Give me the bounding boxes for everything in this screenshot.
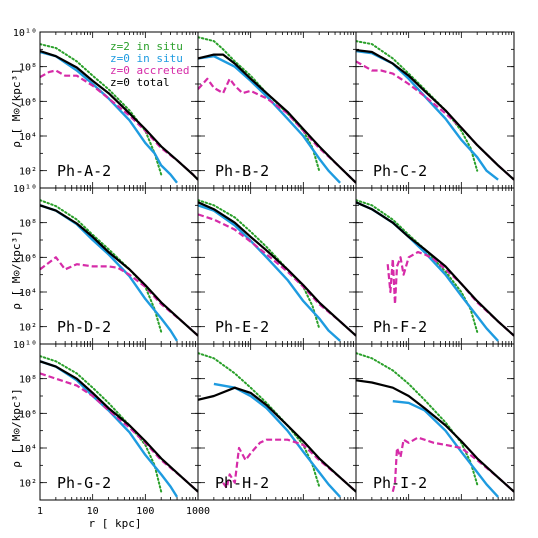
- legend-entry-z-0-in-situ: z=0 in situ: [110, 52, 183, 65]
- panel-title: Ph-H-2: [215, 474, 269, 492]
- series-group: [40, 199, 198, 342]
- y-tick-label: 10⁸: [19, 375, 37, 386]
- y-tick-label: 10²: [19, 323, 37, 334]
- x-tick-label: 10: [87, 506, 99, 517]
- series-z-2-in-situ: [198, 199, 321, 330]
- x-tick-label: 1000: [186, 506, 210, 517]
- series-group: [198, 36, 356, 184]
- series-z-0-in-situ: [392, 400, 499, 498]
- y-tick-label: 10⁴: [19, 444, 37, 455]
- x-axis-label: r [ kpc]: [89, 517, 142, 530]
- panel-title: Ph-I-2: [373, 474, 427, 492]
- panel-title: Ph-D-2: [57, 318, 111, 336]
- series-z-0-total: [40, 204, 198, 337]
- panel-6: Ph-F-2: [355, 187, 515, 345]
- y-tick-label: 10⁶: [19, 97, 37, 108]
- series-z-0-total: [356, 49, 514, 181]
- y-tick-label: 10¹⁰: [13, 340, 37, 351]
- y-tick-label: 10⁶: [19, 409, 37, 420]
- series-z-0-total: [198, 386, 356, 493]
- y-tick-label: 10²: [19, 167, 37, 178]
- series-group: [356, 352, 514, 498]
- series-z-2-in-situ: [198, 352, 321, 488]
- y-tick-label: 10⁸: [19, 63, 37, 74]
- series-z-0-total: [198, 201, 356, 337]
- series-z-0-total: [40, 360, 198, 493]
- panel-title: Ph-G-2: [57, 474, 111, 492]
- panel-8: Ph-H-2: [197, 343, 357, 501]
- series-z-2-in-situ: [356, 352, 479, 486]
- series-z-2-in-situ: [40, 199, 163, 333]
- series-z-2-in-situ: [40, 43, 163, 176]
- panel-title: Ph-A-2: [57, 162, 111, 180]
- y-axis-label-middle: ρ [ M⊙/kpc³]: [10, 230, 23, 309]
- y-tick-label: 10⁴: [19, 288, 37, 299]
- x-tick-label: 100: [136, 506, 154, 517]
- series-z-0-total: [356, 201, 514, 337]
- series-group: [40, 355, 198, 498]
- legend-entry-z-2-in-situ: z=2 in situ: [110, 40, 183, 53]
- series-group: [198, 352, 356, 498]
- x-tick-label: 1: [37, 506, 43, 517]
- panel-title: Ph-E-2: [215, 318, 269, 336]
- series-z-2-in-situ: [198, 36, 321, 172]
- y-tick-label: 10²: [19, 479, 37, 490]
- legend-entry-z-0-accreted: z=0 accreted: [110, 64, 189, 77]
- series-z-0-accreted: [198, 77, 356, 184]
- series-z-0-in-situ: [198, 55, 341, 184]
- panel-4: Ph-D-2 10² 10⁴ 10⁶ 10⁸ 10¹⁰: [13, 184, 199, 345]
- y-tick-label: 10⁸: [19, 219, 37, 230]
- y-axis-label-bottom: ρ [ M⊙/kpc³]: [10, 388, 23, 467]
- series-z-0-accreted: [222, 438, 356, 493]
- series-z-0-total: [40, 49, 198, 181]
- series-z-0-total: [198, 53, 356, 184]
- panel-9: Ph-I-2: [355, 343, 515, 501]
- y-tick-label: 10¹⁰: [13, 184, 37, 195]
- series-z-0-in-situ: [40, 50, 178, 184]
- series-z-0-accreted: [391, 436, 514, 493]
- series-z-0-in-situ: [198, 204, 341, 342]
- series-z-2-in-situ: [356, 40, 479, 172]
- series-z-0-total: [356, 379, 514, 493]
- panel-1: Ph-A-2 10² 10⁴ 10⁶ 10⁸ 10¹⁰: [13, 28, 199, 189]
- panel-5: Ph-E-2: [197, 187, 357, 345]
- y-tick-label: 10⁴: [19, 132, 37, 143]
- series-group: [198, 199, 356, 342]
- series-group: [356, 199, 514, 342]
- series-z-2-in-situ: [356, 199, 479, 333]
- panel-title: Ph-F-2: [373, 318, 427, 336]
- y-tick-label: 10¹⁰: [13, 28, 37, 39]
- panel-2: Ph-B-2: [197, 31, 357, 189]
- y-tick-label: 10⁶: [19, 253, 37, 264]
- panel-title: Ph-B-2: [215, 162, 269, 180]
- panel-grid: Ph-A-2 10² 10⁴ 10⁶ 10⁸ 10¹⁰ Ph-B-2 Ph-C-2 Ph-D-2…: [13, 28, 515, 517]
- panel-3: Ph-C-2: [355, 31, 515, 189]
- y-axis-label-top: ρ [ M⊙/kpc³]: [10, 68, 23, 147]
- series-group: [40, 43, 198, 184]
- panel-7: Ph-G-2 10² 10⁴ 10⁶ 10⁸ 10¹⁰ 1 10 100 1000: [13, 340, 210, 517]
- panel-title: Ph-C-2: [373, 162, 427, 180]
- series-group: [356, 40, 514, 181]
- series-z-0-accreted: [40, 256, 198, 337]
- series-z-2-in-situ: [40, 355, 163, 493]
- panel-frame: [355, 343, 515, 501]
- legend-entry-z-0-total: z=0 total: [110, 76, 170, 89]
